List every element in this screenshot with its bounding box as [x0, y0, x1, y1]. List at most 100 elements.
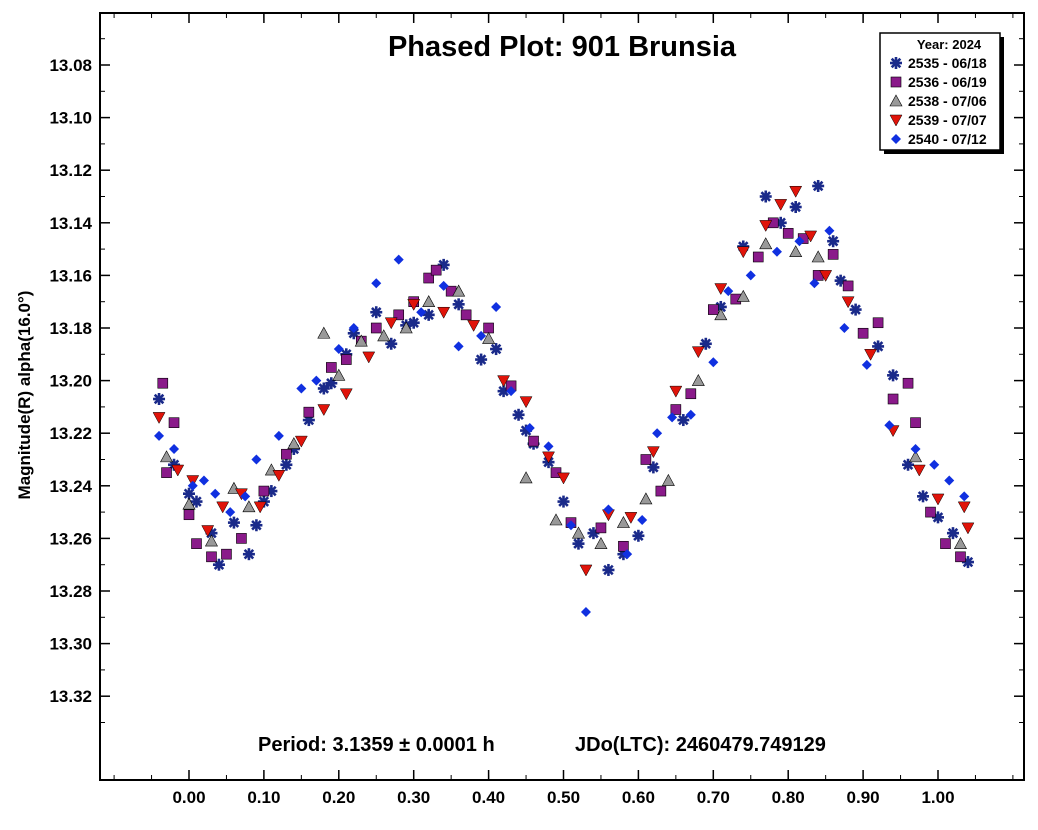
data-point: [774, 199, 788, 211]
data-point: [789, 245, 803, 258]
legend-marker: [890, 57, 902, 69]
data-point: [153, 393, 166, 406]
data-point: [910, 443, 921, 454]
data-point: [490, 343, 503, 356]
y-tick-label: 13.26: [49, 529, 92, 548]
data-point: [317, 382, 330, 395]
data-point: [759, 220, 773, 232]
data-point: [771, 246, 782, 257]
data-point: [339, 388, 353, 401]
data-point: [430, 264, 442, 276]
legend-label: 2535 - 06/18: [908, 55, 987, 71]
data-point: [669, 385, 683, 398]
legend-label: 2540 - 07/12: [908, 131, 987, 147]
x-tick-label: 0.50: [547, 788, 580, 807]
data-point: [917, 490, 930, 503]
data-point: [168, 417, 180, 428]
data-point: [849, 303, 862, 316]
data-point: [953, 537, 967, 549]
data-point: [467, 320, 481, 332]
data-point: [594, 537, 608, 549]
data-point: [371, 278, 382, 289]
x-tick-label: 0.80: [772, 788, 805, 807]
data-point: [242, 548, 255, 561]
data-point: [524, 422, 535, 433]
data-point: [452, 284, 466, 297]
y-tick-label: 13.16: [49, 266, 92, 285]
data-point: [201, 525, 215, 538]
y-tick-label: 13.30: [49, 635, 92, 654]
data-point: [872, 317, 884, 329]
data-point: [841, 296, 855, 309]
series-0: [153, 179, 974, 576]
data-point: [281, 448, 292, 460]
data-point: [491, 301, 502, 312]
data-point: [572, 537, 585, 550]
data-point: [789, 185, 803, 198]
data-point: [902, 377, 914, 389]
data-point: [931, 493, 945, 506]
legend-label: 2538 - 07/06: [908, 93, 987, 109]
data-point: [221, 548, 232, 560]
data-point: [370, 322, 382, 334]
data-point: [258, 485, 270, 497]
data-point: [236, 533, 247, 544]
x-tick-label: 0.00: [172, 788, 205, 807]
x-tick-label: 0.40: [472, 788, 505, 807]
data-point: [476, 330, 487, 341]
legend: Year: 2024 2535 - 06/18 2536 - 06/19 2538 …: [879, 32, 1004, 154]
data-point: [652, 428, 663, 439]
x-tick-labels: 0.00 0.10 0.20 0.30 0.40 0.50 0.60 0.70 0.80 0.90…: [172, 788, 954, 807]
data-point: [216, 501, 230, 514]
y-tick-label: 13.10: [49, 109, 92, 128]
data-point: [453, 341, 464, 352]
data-point: [423, 272, 434, 284]
legend-marker: [891, 134, 901, 144]
data-point: [187, 480, 198, 491]
data-point: [210, 488, 221, 499]
data-point: [161, 467, 172, 478]
data-point: [287, 437, 301, 450]
data-point: [819, 270, 833, 282]
y-tick-label: 13.32: [49, 687, 92, 706]
data-point: [707, 304, 719, 315]
data-point: [362, 351, 376, 364]
data-point: [370, 306, 383, 319]
data-point: [961, 522, 975, 535]
x-tick-label: 0.20: [322, 788, 355, 807]
data-point: [646, 446, 660, 459]
legend-items: 2535 - 06/18 2536 - 06/19 2538 - 07/06 2539…: [889, 55, 987, 147]
data-point: [745, 270, 756, 281]
data-point: [528, 435, 539, 447]
data-point: [171, 464, 185, 477]
data-point: [506, 386, 517, 397]
legend-label: 2536 - 06/19: [908, 74, 987, 90]
data-point: [416, 307, 427, 318]
data-point: [782, 228, 794, 239]
data-point: [519, 471, 533, 484]
data-point: [887, 369, 900, 382]
data-point: [827, 249, 839, 260]
series-1: [157, 217, 966, 563]
data-point: [280, 458, 293, 471]
data-point: [887, 393, 899, 405]
data-point: [864, 349, 878, 361]
data-point: [602, 563, 615, 576]
data-point: [183, 509, 195, 521]
data-point: [377, 329, 391, 342]
data-point: [691, 373, 705, 386]
data-point: [667, 412, 678, 423]
data-point: [940, 538, 951, 549]
data-point: [393, 254, 404, 265]
y-tick-label: 13.22: [49, 424, 92, 443]
series-4: [154, 225, 970, 618]
axis-ticks: [100, 13, 1024, 780]
y-tick-label: 13.20: [49, 372, 92, 391]
data-point: [622, 549, 633, 560]
data-point: [685, 409, 696, 420]
x-tick-label: 0.10: [247, 788, 280, 807]
data-point: [250, 519, 263, 532]
y-tick-label: 13.24: [49, 477, 92, 496]
data-point: [549, 513, 563, 526]
data-point: [160, 450, 174, 463]
